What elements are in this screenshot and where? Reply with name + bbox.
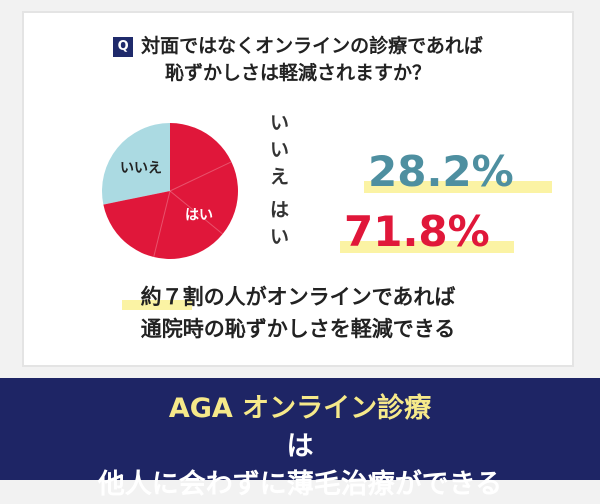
bottom-banner: AGA オンライン診療は 他人に会わずに薄毛治療ができる <box>0 378 600 500</box>
result-no-value: 28.2% <box>368 147 514 196</box>
banner-line-1: AGA オンライン診療は <box>0 390 600 466</box>
banner-line-2: 他人に会わずに薄毛治療ができる <box>97 469 503 500</box>
pie-chart: いいえはい <box>100 121 240 261</box>
conclusion: 約７割の人がオンラインであれば 通院時の恥ずかしさを軽減できる <box>24 281 572 345</box>
conclusion-line-1: 約７割の人がオンラインであれば <box>140 285 456 309</box>
result-yes-label: はい <box>270 199 290 248</box>
pie-slice-0 <box>102 123 170 205</box>
conclusion-line-1-wrap: 約７割の人がオンラインであれば <box>24 281 572 313</box>
conclusion-highlight <box>122 300 192 310</box>
survey-card: Q 対面ではなくオンラインの診療であれば 恥ずかしさは軽減されますか？ いいえはい… <box>22 11 574 367</box>
result-no-label: いいえ <box>270 112 290 188</box>
question-text-1: 対面ではなくオンラインの診療であれば <box>141 35 483 57</box>
pie-divider-2 <box>169 190 223 235</box>
result-no-highlight <box>364 181 552 193</box>
result-yes-highlight <box>340 241 514 253</box>
pie-divider-1 <box>169 161 232 192</box>
question-badge: Q <box>113 37 134 57</box>
conclusion-line-2: 通院時の恥ずかしさを軽減できる <box>140 317 456 341</box>
question-text-2: 恥ずかしさは軽減されますか？ <box>164 62 431 84</box>
question-line-1: Q 対面ではなくオンラインの診療であれば <box>24 33 572 60</box>
banner-accent: AGA オンライン診療 <box>168 393 432 424</box>
pie-label-0: いいえ <box>120 160 162 176</box>
pie-label-1: はい <box>185 208 213 224</box>
result-yes-value: 71.8% <box>344 207 490 256</box>
pie-slice-1 <box>103 123 239 259</box>
banner-line-1-rest: は <box>286 431 314 462</box>
question-block: Q 対面ではなくオンラインの診療であれば 恥ずかしさは軽減されますか？ <box>24 33 572 87</box>
pie-divider-3 <box>153 190 171 258</box>
